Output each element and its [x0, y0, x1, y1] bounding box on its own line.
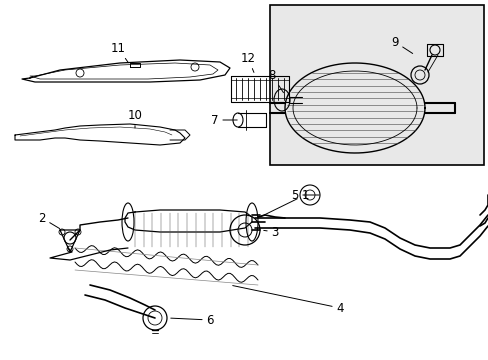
Bar	[269, 5, 483, 165]
Text: 9: 9	[390, 36, 412, 54]
Text: 6: 6	[170, 314, 213, 327]
Text: 2: 2	[38, 212, 60, 229]
Text: 8: 8	[268, 68, 283, 93]
Text: 4: 4	[232, 285, 343, 315]
Text: 11: 11	[110, 41, 128, 63]
Text: 5: 5	[291, 189, 319, 202]
Text: 10: 10	[127, 108, 142, 128]
Text: 3: 3	[263, 225, 278, 239]
Text: 12: 12	[240, 51, 255, 72]
Text: 7: 7	[211, 113, 237, 126]
Text: 1: 1	[260, 189, 308, 217]
